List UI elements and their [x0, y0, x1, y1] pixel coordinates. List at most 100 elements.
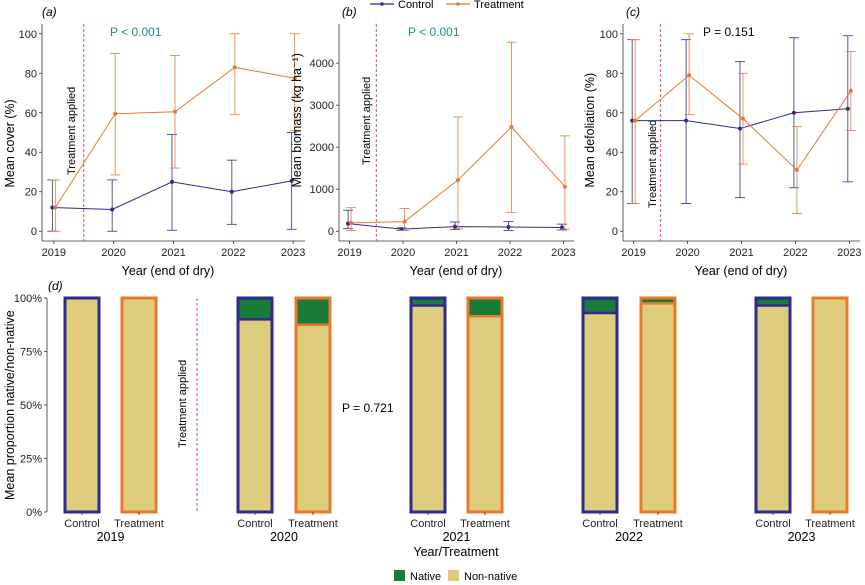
panel-d-p-value: P = 0.721: [342, 401, 394, 415]
non-native-bar-control-2022: [583, 312, 617, 512]
non-native-bar-treatment-2019: [122, 298, 156, 512]
group-label-treatment-2019: Treatment: [114, 518, 164, 530]
native-bar-treatment-2021: [468, 298, 502, 317]
group-label-control-2023: Control: [755, 518, 790, 530]
year-label-2021: 2021: [443, 530, 471, 544]
y-tick-label: 2000: [310, 142, 334, 154]
control-point: [684, 118, 689, 123]
x-tick-label: 2019: [621, 247, 645, 259]
x-tick-label: 2019: [337, 247, 361, 259]
control-point: [289, 178, 294, 183]
treatment-point: [509, 125, 514, 130]
legend-treatment-dot: [456, 2, 460, 6]
x-tick-label: 2020: [101, 247, 125, 259]
y-tick-label: 50%: [20, 400, 42, 412]
control-point: [229, 189, 234, 194]
year-label-2022: 2022: [615, 530, 643, 544]
y-tick-label: 100: [19, 29, 37, 41]
y-tick-label: 0: [612, 226, 618, 238]
x-tick-label: 2023: [551, 247, 575, 259]
panel-c-p-value: P = 0.151: [703, 25, 755, 39]
treatment-point: [349, 220, 354, 225]
x-tick-label: 2022: [221, 247, 245, 259]
non-native-bar-treatment-2021: [468, 316, 502, 512]
x-tick-label: 2021: [161, 247, 185, 259]
control-point: [738, 126, 742, 131]
non-native-bar-treatment-2023: [813, 298, 847, 512]
treatment-point: [402, 219, 407, 224]
panel-b-treatment-applied-note: Treatment applied: [361, 77, 373, 165]
control-point: [453, 224, 457, 229]
panel-d-native-proportion: (d) Mean proportion native/non-native Ye…: [3, 279, 855, 559]
group-label-treatment-2023: Treatment: [805, 518, 855, 530]
treatment-point: [633, 118, 638, 123]
non-native-bar-treatment-2020: [296, 324, 330, 512]
control-point: [110, 207, 115, 212]
x-tick-label: 2020: [391, 247, 415, 259]
non-native-bar-control-2023: [756, 305, 790, 512]
non-native-bar-treatment-2022: [641, 303, 675, 512]
y-tick-label: 40: [25, 147, 37, 159]
panel-a-treatment-applied-note: Treatment applied: [66, 87, 78, 175]
control-point: [170, 179, 174, 184]
panel-a-cover: (a) Mean cover (%) Year (end of dry) P <…: [3, 5, 305, 278]
treatment-point: [113, 111, 118, 116]
native-bar-control-2020: [238, 298, 272, 320]
panel-c-x-axis-label: Year (end of dry): [695, 264, 788, 278]
y-tick-label: 75%: [20, 347, 42, 359]
y-tick-label: 0: [328, 226, 334, 238]
native-bar-control-2022: [583, 298, 617, 313]
y-tick-label: 0%: [26, 507, 42, 519]
panel-d-treatment-applied-note: Treatment applied: [177, 360, 189, 448]
y-tick-label: 100: [600, 29, 618, 41]
y-tick-label: 60: [25, 108, 37, 120]
group-label-treatment-2020: Treatment: [288, 518, 338, 530]
native-bar-control-2021: [411, 298, 445, 306]
year-label-2023: 2023: [788, 530, 816, 544]
panel-a-label: (a): [42, 5, 57, 19]
panel-d-x-axis-label: Year/Treatment: [413, 545, 499, 559]
y-tick-label: 4000: [310, 58, 334, 70]
control-point: [791, 110, 796, 115]
legend-treatment-label: Treatment: [474, 0, 524, 11]
y-tick-label: 3000: [310, 100, 334, 112]
control-point: [559, 225, 564, 230]
group-label-treatment-2022: Treatment: [633, 518, 683, 530]
group-label-treatment-2021: Treatment: [460, 518, 510, 530]
native-bar-control-2023: [756, 298, 790, 306]
treatment-point: [53, 205, 58, 210]
bottom-legend: Native Non-native: [394, 570, 517, 583]
legend-control-dot: [380, 2, 384, 6]
control-point: [506, 225, 511, 230]
panel-b-x-axis-label: Year (end of dry): [410, 264, 503, 278]
year-label-2020: 2020: [270, 530, 298, 544]
control-point: [630, 118, 635, 123]
year-label-2019: 2019: [97, 530, 125, 544]
panel-b-p-value: P < 0.001: [408, 25, 460, 39]
y-tick-label: 1000: [310, 184, 334, 196]
native-bar-treatment-2020: [296, 298, 330, 325]
group-label-control-2022: Control: [582, 518, 617, 530]
panel-b-y-axis-label: Mean biomass (kg ha⁻¹): [290, 53, 304, 187]
non-native-bar-control-2021: [411, 305, 445, 512]
y-tick-label: 20: [25, 187, 37, 199]
treatment-point: [794, 168, 799, 173]
treatment-point: [741, 116, 745, 121]
y-tick-label: 0: [31, 226, 37, 238]
control-point: [845, 106, 850, 111]
y-tick-label: 25%: [20, 454, 42, 466]
y-tick-label: 60: [606, 108, 618, 120]
panel-d-label: (d): [48, 279, 63, 293]
x-tick-label: 2019: [42, 247, 66, 259]
legend-control-label: Control: [398, 0, 433, 11]
legend-non-native-label: Non-native: [464, 571, 517, 583]
panel-c-treatment-applied-note: Treatment applied: [647, 120, 659, 208]
treatment-point: [848, 89, 853, 94]
y-tick-label: 40: [606, 147, 618, 159]
panel-b-label: (b): [342, 5, 357, 19]
group-label-control-2021: Control: [410, 518, 445, 530]
y-tick-label: 80: [606, 68, 618, 80]
x-tick-label: 2021: [444, 247, 468, 259]
y-tick-label: 80: [25, 68, 37, 80]
panel-d-y-axis-label: Mean proportion native/non-native: [3, 310, 17, 500]
